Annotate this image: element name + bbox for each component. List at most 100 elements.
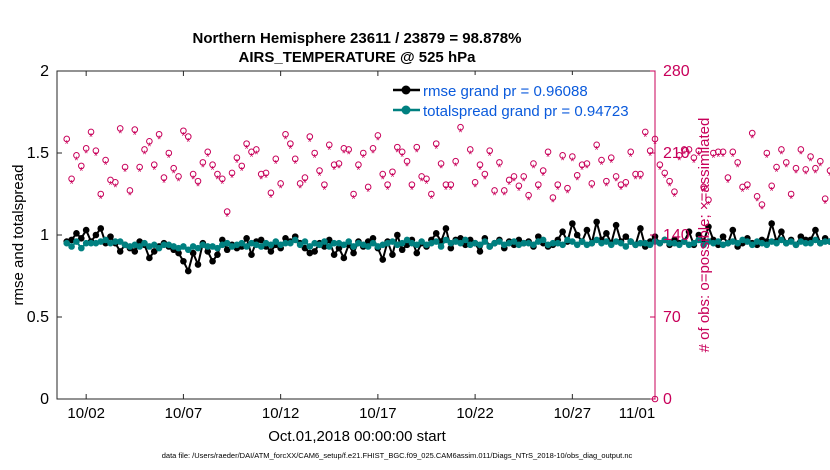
obs-assimilated-point: * [74,155,79,167]
totalspread-point [617,239,625,247]
obs-assimilated-point: * [142,149,147,161]
totalspread-point [573,241,581,249]
obs-possible-point [578,161,586,169]
x-tick-label: 10/12 [262,405,300,422]
obs-assimilated-point: * [721,152,726,164]
obs-possible-point [821,195,829,202]
totalspread-point [364,243,372,250]
obs-possible-point [403,157,411,165]
obs-assimilated-point: * [152,164,157,176]
obs-possible-point [500,187,508,194]
obs-possible-point [194,177,202,185]
obs-possible-point [442,181,450,188]
totalspread-point [734,239,741,247]
totalspread-point [87,239,95,247]
obs-assimilated-point: * [818,161,823,173]
obs-assimilated-point: * [536,184,541,196]
obs-possible-point [432,140,440,147]
obs-assimilated-point: * [269,193,274,205]
obs-assimilated-point: * [424,178,429,190]
rmse-point [189,249,197,257]
obs-possible-point [744,181,751,188]
obs-possible-point [632,170,639,178]
obs-possible-point [199,159,207,166]
obs-assimilated-point: * [415,147,420,159]
y-axis-label-right: # of obs: o=possible; ×=assimilated [696,118,713,353]
obs-possible-point [384,181,391,188]
legend-box [388,75,652,123]
obs-possible-point [379,170,387,178]
obs-possible-point [243,140,250,147]
obs-assimilated-point: * [789,194,794,206]
obs-possible-point [724,174,732,181]
obs-assimilated-point: * [191,174,196,186]
obs-assimilated-point: * [667,181,672,193]
totalspread-point [282,239,289,247]
obs-possible-point [535,181,542,188]
obs-assimilated-point: * [444,184,449,196]
totalspread-point [637,239,644,247]
totalspread-point [627,238,634,245]
obs-possible-point [389,168,396,176]
obs-assimilated-point: * [313,153,318,165]
obs-possible-point [685,146,693,153]
obs-assimilated-point: * [172,168,177,180]
rmse-point [535,233,542,240]
obs-assimilated-point: * [638,174,643,186]
obs-assimilated-point: * [706,200,711,212]
rmse-point [248,251,255,258]
obs-possible-point [700,183,707,191]
obs-possible-point [569,153,576,160]
rmse-point [573,231,581,239]
obs-possible-point [63,135,71,143]
obs-assimilated-point: * [366,187,371,199]
obs-assimilated-point: * [468,149,473,161]
totalspread-point [700,241,707,249]
obs-assimilated-point: * [322,184,327,196]
totalspread-point [291,236,299,244]
obs-assimilated-point: * [541,170,546,182]
obs-possible-point [505,176,513,184]
totalspread-point [243,243,250,250]
obs-possible-point [272,155,280,163]
obs-assimilated-point: * [779,149,784,161]
obs-assimilated-point: * [162,177,167,189]
obs-assimilated-point: * [103,160,108,172]
totalspread-point [418,238,425,245]
obs-assimilated-point: * [648,150,653,162]
totalspread-point [714,238,722,245]
obs-possible-point [408,181,416,188]
rmse-point [219,236,226,244]
obs-assimilated-point: * [799,149,804,161]
rmse-point [637,225,644,232]
rmse-point [73,230,80,237]
obs-assimilated-point: * [157,134,162,146]
obs-possible-point [97,190,105,198]
rmse-point [92,231,100,239]
totalspread-point [661,236,669,244]
obs-assimilated-point: * [497,162,502,174]
obs-assimilated-point: * [692,157,697,169]
totalspread-point [194,244,202,252]
obs-possible-point [680,146,688,153]
obs-assimilated-point: * [201,162,206,174]
obs-possible-point [92,147,100,154]
obs-assimilated-point: * [672,191,677,203]
obs-assimilated-point: * [784,162,789,174]
rmse-point [442,225,450,232]
y-tick-label-left: 0.5 [27,309,49,326]
rmse-point [812,226,819,234]
obs-possible-point [228,169,236,177]
obs-assimilated-point: * [483,174,488,186]
rmse-point [768,220,775,227]
totalspread-point [403,236,411,244]
obs-assimilated-point: * [565,188,570,200]
totalspread-point [413,241,421,249]
obs-possible-point [170,164,177,172]
obs-assimilated-point: * [774,167,779,179]
obs-assimilated-point: * [79,166,84,178]
data-file-footer: data file: /Users/raeder/DAI/ATM_forcXX/… [162,451,633,460]
obs-possible-point [510,173,518,180]
totalspread-point [437,243,445,250]
obs-possible-point [184,133,192,140]
